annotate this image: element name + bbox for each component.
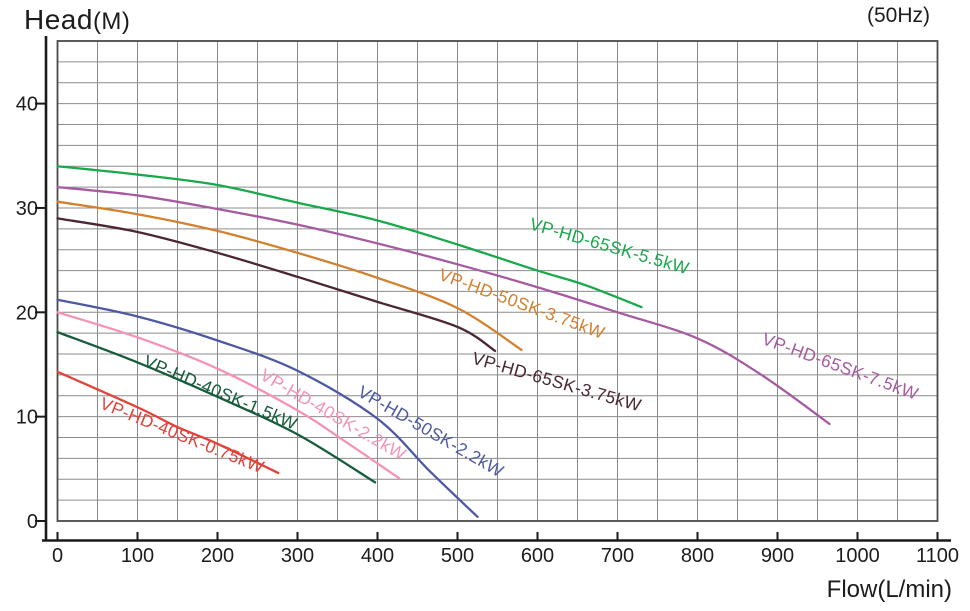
curve-vp-hd-65sk-7.5kw	[56, 185, 831, 426]
y-axis-title: Head(M)	[24, 4, 130, 36]
curve-vp-hd-50sk-2.2kw	[56, 298, 479, 518]
head-unit-label: (M)	[92, 8, 131, 35]
x-tick-label: 900	[761, 545, 794, 567]
x-tick-label: 500	[441, 545, 474, 567]
frequency-label: (50Hz)	[866, 4, 930, 27]
x-tick-label: 800	[681, 545, 714, 567]
curve-label-vp-hd-65sk-5.5kw: VP-HD-65SK-5.5kW	[528, 214, 692, 279]
head-label: Head	[24, 4, 93, 35]
axes	[35, 36, 951, 542]
curve-vp-hd-40sk-2.2kw	[56, 311, 401, 480]
x-tick-label: 700	[601, 545, 634, 567]
x-tick-label: 1000	[835, 545, 880, 567]
x-tick-label: 100	[121, 545, 154, 567]
x-tick-label: 600	[521, 545, 554, 567]
y-tick-label: 30	[16, 198, 38, 220]
x-axis-title: Flow(L/min)	[826, 576, 952, 603]
curve-vp-hd-65sk-5.5kw	[56, 165, 643, 309]
y-tick-label: 0	[27, 511, 38, 533]
x-tick-label: 0	[52, 545, 63, 567]
curve-label-vp-hd-50sk-3.75kw: VP-HD-50SK-3.75kW	[436, 264, 607, 343]
y-tick-label: 40	[16, 94, 38, 116]
x-tick-label: 400	[361, 545, 394, 567]
curve-vp-hd-50sk-3.75kw	[56, 200, 523, 352]
grid	[57, 40, 938, 522]
x-tick-label: 1100	[916, 545, 959, 567]
curve-vp-hd-40sk-1.5kw	[56, 330, 377, 484]
x-tick-label: 300	[281, 545, 314, 567]
y-tick-label: 10	[16, 407, 38, 429]
plot-border	[56, 40, 939, 522]
y-tick-label: 20	[16, 302, 38, 324]
curve-vp-hd-40sk-0.75kw	[56, 370, 280, 475]
curve-vp-hd-65sk-3.75kw	[56, 217, 497, 353]
x-tick-label: 200	[201, 545, 234, 567]
